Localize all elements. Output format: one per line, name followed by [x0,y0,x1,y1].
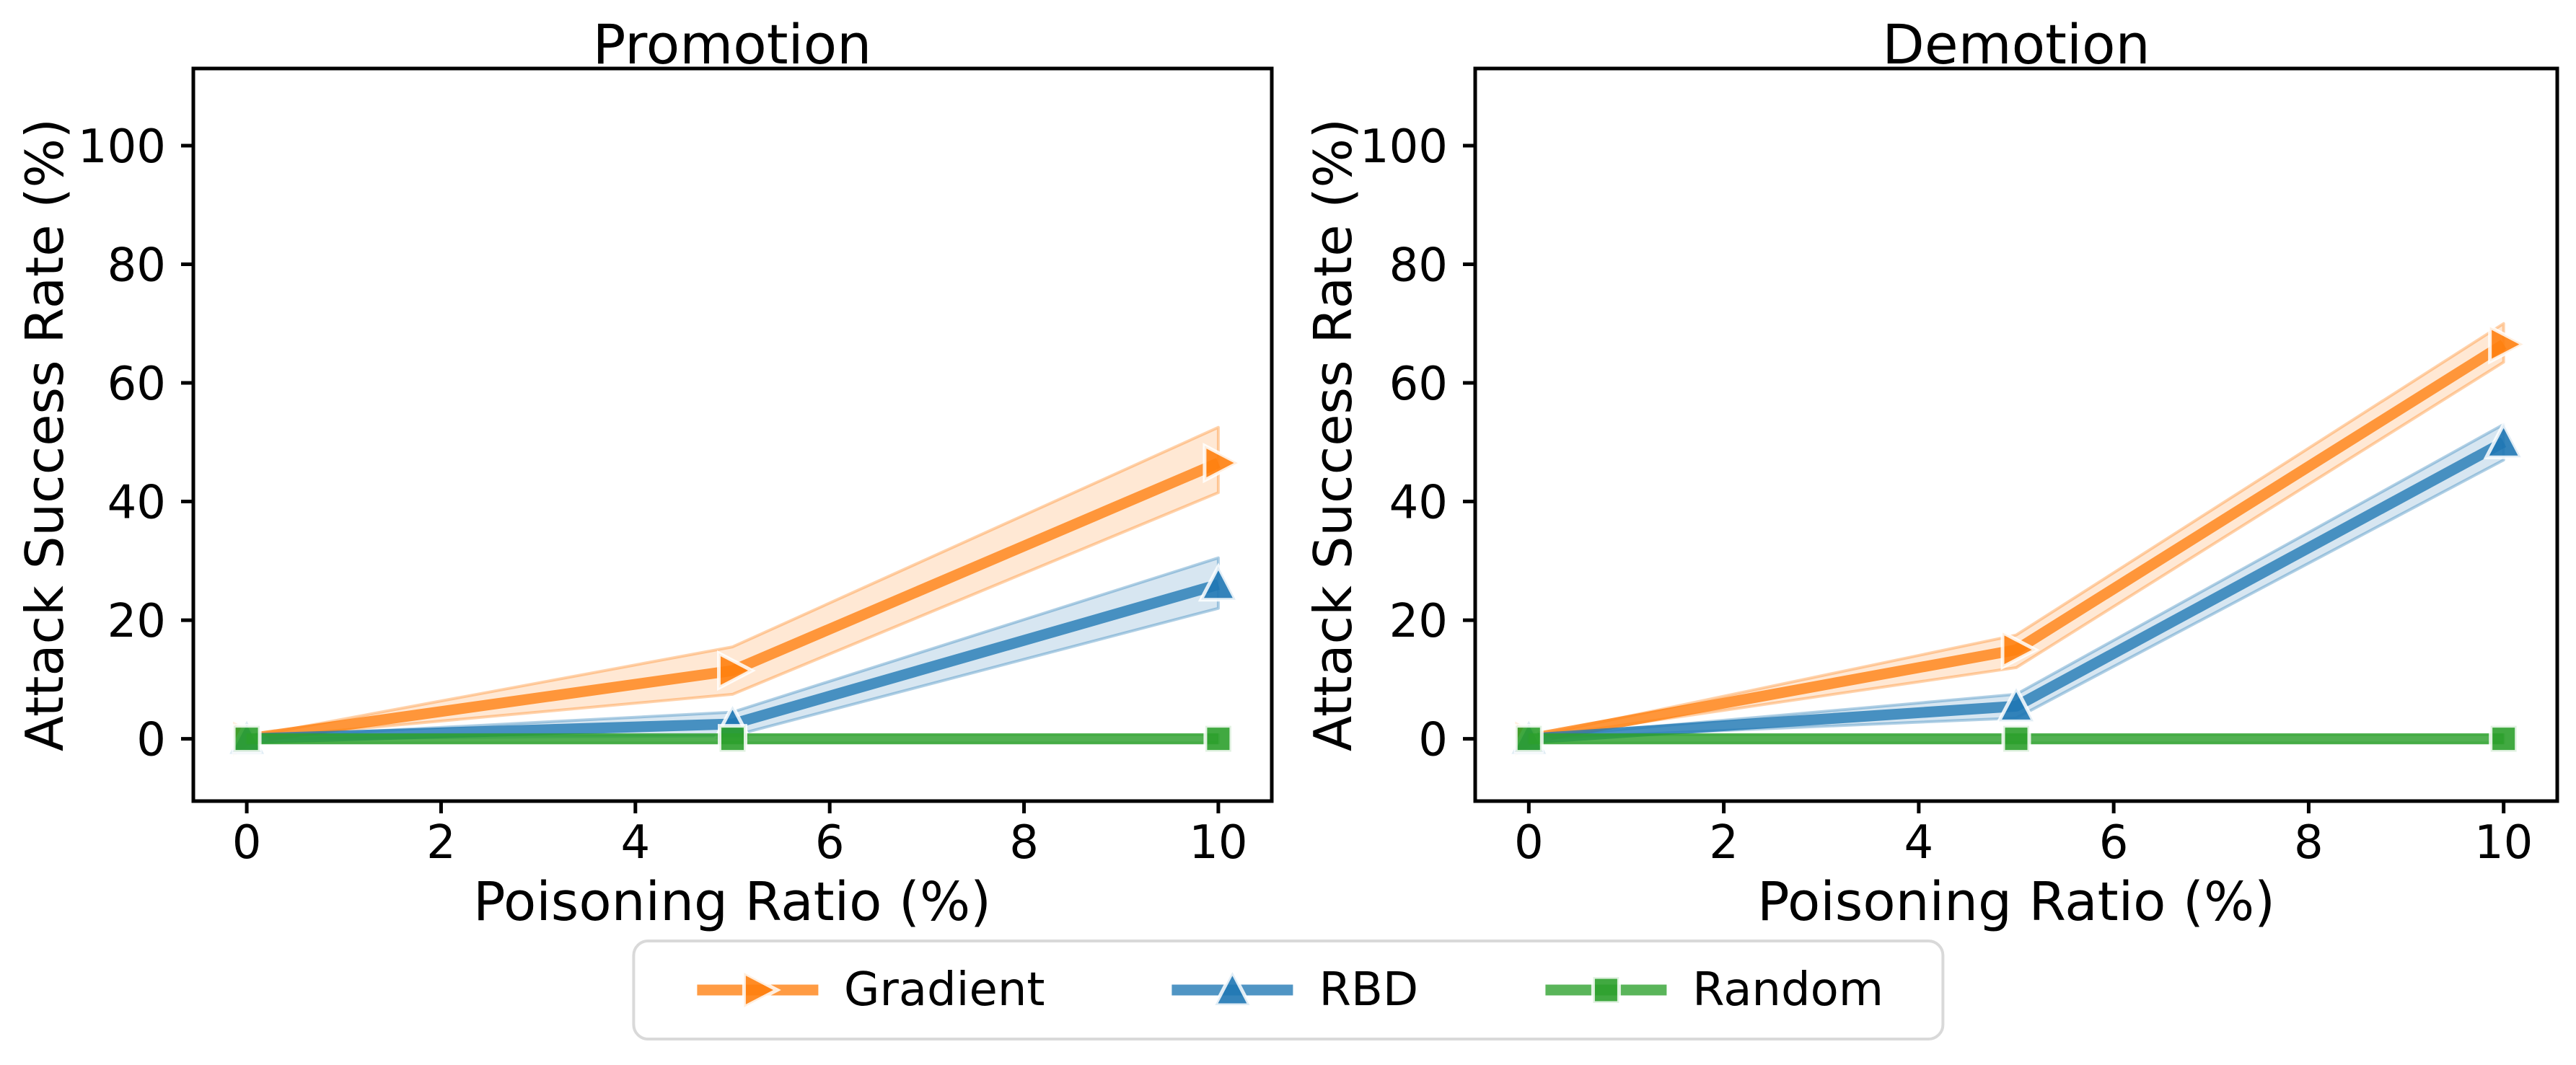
plot-border-promotion [191,66,1274,803]
marker-demotion-random-x5 [2001,724,2031,754]
marker-demotion-random-x0 [1513,724,1544,754]
marker-demotion-gradient-x5 [2000,629,2040,671]
x-tick-label-demotion-4: 4 [1904,816,1934,870]
x-tick-label-promotion-8: 8 [1009,816,1039,870]
legend: Gradient RBD Random [631,940,1945,1040]
legend-marker-gradient [742,969,781,1011]
plot-border-demotion [1473,66,2559,803]
x-tick-label-demotion-10: 10 [2474,816,2533,870]
y-tick-label-promotion-60: 60 [107,358,166,411]
legend-item-gradient: Gradient [693,960,1045,1020]
y-tick-label-demotion-20: 20 [1389,595,1448,648]
x-tick-label-demotion-2: 2 [1709,816,1738,870]
y-tick-label-promotion-80: 80 [107,239,166,292]
legend-marker-rbd [1212,968,1253,1007]
gradient-line-marker-icon [696,969,818,1011]
legend-label-random: Random [1692,963,1884,1017]
marker-promotion-gradient-x10 [1203,442,1242,484]
x-tick-label-demotion-0: 0 [1514,816,1544,870]
x-tick-label-demotion-6: 6 [2099,816,2129,870]
rbd-line-marker-icon [1171,968,1293,1007]
x-axis-label-promotion: Poisoning Ratio (%) [472,871,992,933]
panel-title-promotion: Promotion [592,12,872,76]
marker-promotion-rbd-x10 [1197,562,1239,602]
y-axis-label-demotion: Attack Success Rate (%) [1303,118,1363,752]
y-axis-label-promotion: Attack Success Rate (%) [14,118,75,752]
panel-title-demotion: Demotion [1882,12,2150,76]
confidence-band-promotion-gradient [245,425,1220,741]
marker-demotion-random-x10 [2489,724,2519,754]
x-tick-label-demotion-8: 8 [2294,816,2324,870]
x-tick-label-promotion-0: 0 [232,816,262,870]
marker-promotion-random-x10 [1203,724,1234,754]
legend-label-gradient: Gradient [843,963,1045,1017]
marker-promotion-gradient-x5 [717,650,756,691]
y-tick-label-demotion-40: 40 [1389,477,1448,530]
y-tick-label-promotion-0: 0 [136,714,166,767]
marker-demotion-rbd-x10 [2483,420,2524,459]
marker-demotion-rbd-x5 [1995,684,2037,723]
marker-demotion-gradient-x10 [2488,324,2528,365]
x-tick-label-promotion-4: 4 [620,816,650,870]
y-tick-label-promotion-20: 20 [107,595,166,648]
legend-item-random: Random [1541,960,1883,1020]
random-line-marker-icon [1545,975,1667,1005]
line-demotion-gradient [1527,340,2507,744]
x-tick-label-promotion-6: 6 [815,816,845,870]
legend-marker-random [1591,975,1621,1005]
legend-label-rbd: RBD [1319,963,1419,1017]
y-tick-label-demotion-100: 100 [1360,120,1448,174]
y-tick-label-demotion-0: 0 [1418,714,1448,767]
x-tick-label-promotion-10: 10 [1189,816,1247,870]
y-tick-label-promotion-40: 40 [107,477,166,530]
x-axis-label-demotion: Poisoning Ratio (%) [1757,871,2276,933]
marker-promotion-random-x0 [232,724,262,754]
marker-promotion-random-x5 [718,724,747,754]
y-tick-label-demotion-80: 80 [1389,239,1448,292]
y-tick-label-demotion-60: 60 [1389,358,1448,411]
y-tick-label-promotion-100: 100 [78,120,166,174]
x-tick-label-promotion-2: 2 [426,816,456,870]
legend-item-rbd: RBD [1167,960,1418,1020]
